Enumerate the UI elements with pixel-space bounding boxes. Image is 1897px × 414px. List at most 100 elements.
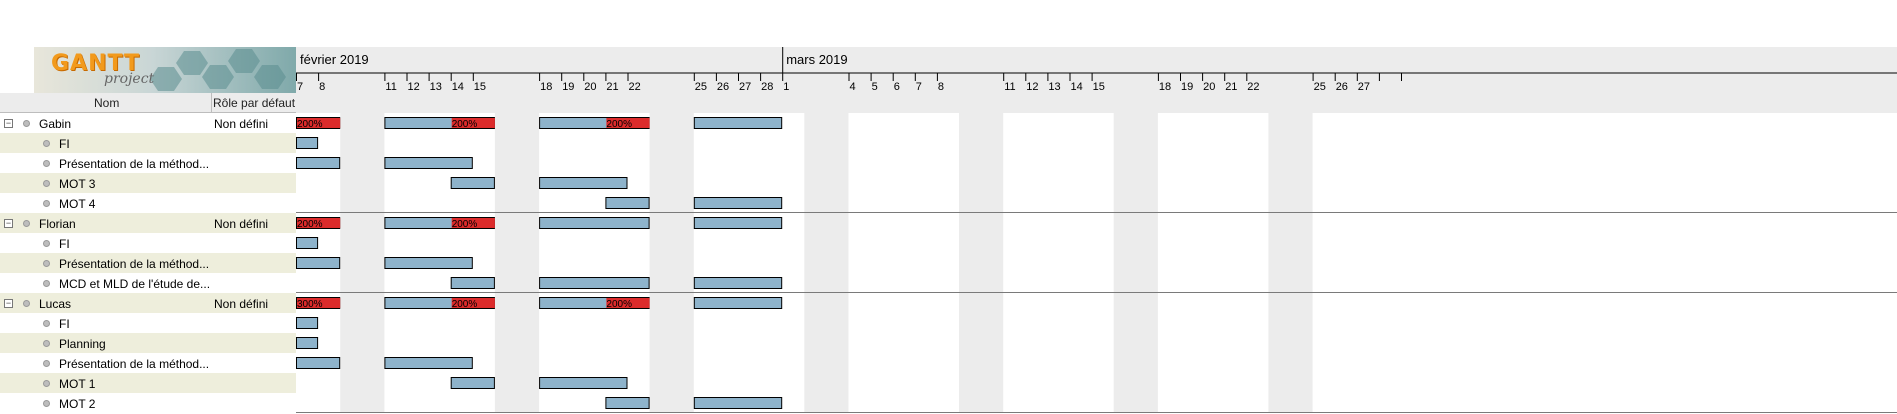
day-label: 15 — [474, 81, 486, 93]
task-row[interactable]: FI — [0, 233, 296, 253]
resource-role: Non défini — [214, 217, 269, 231]
task-name: Présentation de la méthod... — [59, 257, 210, 271]
task-row[interactable]: Planning — [0, 333, 296, 353]
load-bar[interactable] — [539, 217, 650, 229]
task-bar[interactable] — [384, 257, 473, 269]
overload-label: 200% — [297, 219, 323, 230]
task-bar[interactable] — [450, 277, 495, 289]
overload-marker — [606, 118, 650, 128]
day-label: 20 — [1203, 81, 1215, 93]
day-label: 14 — [452, 81, 464, 93]
task-bar[interactable] — [450, 377, 495, 389]
logo-wordmark: GANTT — [51, 51, 141, 76]
task-bar[interactable] — [296, 237, 319, 249]
day-label: 21 — [1225, 81, 1237, 93]
overload-marker — [297, 218, 341, 228]
bullet-icon — [23, 220, 30, 227]
task-row[interactable]: FI — [0, 313, 296, 333]
task-name: FI — [59, 137, 70, 151]
task-bar[interactable] — [384, 357, 473, 369]
task-bar[interactable] — [693, 397, 783, 409]
day-label: 13 — [1048, 81, 1060, 93]
overload-marker — [297, 118, 341, 128]
day-label: 27 — [739, 81, 751, 93]
task-row[interactable]: MCD et MLD de l'étude de... — [0, 273, 296, 293]
task-row[interactable]: Présentation de la méthod... — [0, 153, 296, 173]
task-bar[interactable] — [296, 157, 341, 169]
collapse-toggle-icon[interactable]: − — [4, 118, 13, 128]
task-bar[interactable] — [296, 257, 341, 269]
overload-label: 200% — [606, 299, 632, 310]
timeline-header — [296, 47, 1897, 113]
task-bar[interactable] — [384, 157, 473, 169]
tree-column-header: Nom Rôle par défaut — [0, 93, 296, 113]
task-bar[interactable] — [296, 317, 319, 329]
task-bar[interactable] — [539, 177, 628, 189]
column-divider[interactable] — [211, 93, 212, 112]
day-label: 1 — [783, 81, 789, 93]
bullet-icon — [43, 160, 50, 167]
day-label: 8 — [319, 81, 325, 93]
day-label: 12 — [1026, 81, 1038, 93]
task-bar[interactable] — [605, 397, 650, 409]
day-label: 22 — [629, 81, 641, 93]
overload-marker — [451, 218, 495, 228]
resource-row[interactable]: − Gabin Non défini — [0, 113, 296, 133]
bullet-icon — [23, 300, 30, 307]
task-row[interactable]: Présentation de la méthod... — [0, 253, 296, 273]
bullet-icon — [43, 340, 50, 347]
day-label: 12 — [408, 81, 420, 93]
resource-row[interactable]: − Florian Non défini — [0, 213, 296, 233]
task-bar[interactable] — [539, 277, 650, 289]
task-name: Planning — [59, 337, 106, 351]
bullet-icon — [43, 180, 50, 187]
task-row[interactable]: FI — [0, 133, 296, 153]
task-bar[interactable] — [539, 377, 628, 389]
day-label: 19 — [562, 81, 574, 93]
column-header-role[interactable]: Rôle par défaut — [213, 96, 296, 110]
column-header-name[interactable]: Nom — [94, 96, 120, 110]
task-bar[interactable] — [296, 137, 319, 149]
day-label: 25 — [695, 81, 707, 93]
overload-marker — [606, 298, 650, 308]
load-bar[interactable] — [693, 117, 783, 129]
day-label: 5 — [872, 81, 878, 93]
task-row[interactable]: MOT 3 — [0, 173, 296, 193]
task-bar[interactable] — [296, 337, 319, 349]
day-label: 15 — [1093, 81, 1105, 93]
task-bar[interactable] — [296, 357, 341, 369]
day-label: 22 — [1247, 81, 1259, 93]
overload-label: 200% — [452, 299, 478, 310]
ganttproject-logo: GANTT project — [34, 47, 296, 93]
load-bar[interactable] — [693, 217, 783, 229]
month-label: février 2019 — [300, 52, 369, 67]
task-name: MOT 3 — [59, 177, 96, 191]
day-label: 18 — [1159, 81, 1171, 93]
hexagon-pattern-icon — [150, 49, 286, 91]
day-label: 7 — [297, 81, 303, 93]
day-label: 11 — [1004, 81, 1015, 93]
weekend-column — [1113, 113, 1158, 413]
task-bar[interactable] — [693, 277, 783, 289]
bullet-icon — [43, 360, 50, 367]
task-row[interactable]: Présentation de la méthod... — [0, 353, 296, 373]
task-name: FI — [59, 317, 70, 331]
load-bar[interactable] — [693, 297, 783, 309]
collapse-toggle-icon[interactable]: − — [4, 218, 13, 228]
task-name: Présentation de la méthod... — [59, 157, 210, 171]
overload-label: 200% — [452, 119, 478, 130]
task-bar[interactable] — [693, 197, 783, 209]
collapse-toggle-icon[interactable]: − — [4, 298, 13, 308]
resource-row[interactable]: − Lucas Non défini — [0, 293, 296, 313]
overload-marker — [297, 298, 341, 308]
task-bar[interactable] — [450, 177, 495, 189]
weekend-column — [649, 113, 694, 413]
day-label: 4 — [850, 81, 856, 93]
task-row[interactable]: MOT 1 — [0, 373, 296, 393]
day-label: 26 — [717, 81, 729, 93]
day-label: 7 — [916, 81, 922, 93]
task-row[interactable]: MOT 2 — [0, 393, 296, 413]
task-row[interactable]: MOT 4 — [0, 193, 296, 213]
task-bar[interactable] — [605, 197, 650, 209]
